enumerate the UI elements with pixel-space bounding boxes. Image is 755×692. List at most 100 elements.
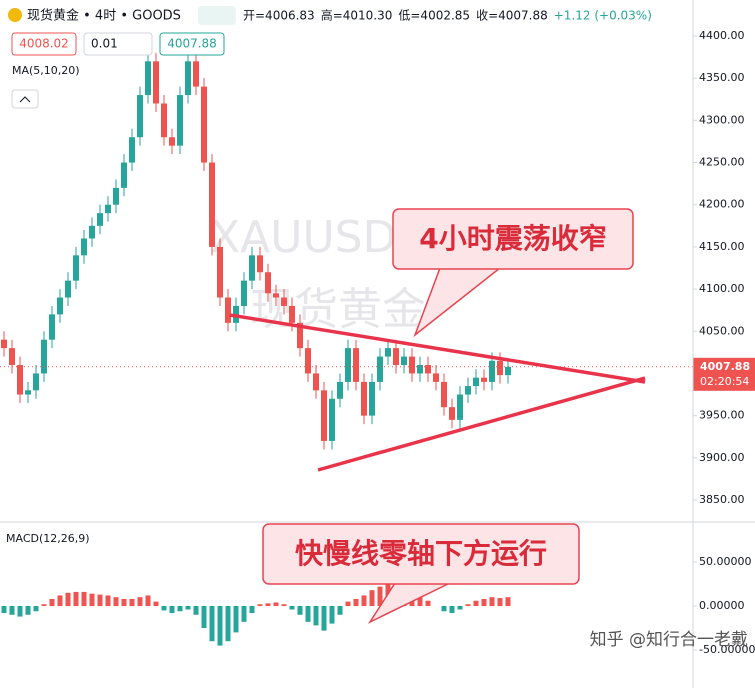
- macd-bar: [89, 593, 95, 606]
- candle-body: [33, 373, 39, 391]
- macd-bar: [57, 595, 63, 606]
- macd-bar: [193, 606, 199, 615]
- trendline: [317, 376, 646, 472]
- macd-bar: [465, 604, 471, 606]
- candle-body: [105, 204, 111, 214]
- candle-body: [249, 255, 255, 281]
- candle-body: [81, 238, 87, 256]
- candle-body: [297, 322, 303, 349]
- macd-bar: [217, 606, 223, 646]
- candle-body: [145, 61, 151, 96]
- symbol-icon: [8, 8, 22, 22]
- macd-bar: [169, 606, 175, 614]
- macd-bar: [185, 606, 191, 610]
- macd-bar: [161, 606, 167, 611]
- candle-body: [361, 381, 367, 416]
- macd-bar: [105, 595, 111, 606]
- candle-body: [449, 407, 455, 420]
- macd-bar: [273, 602, 279, 606]
- macd-bar: [265, 603, 271, 606]
- candle-body: [305, 348, 311, 374]
- credit: 知乎 @知行合一老戴: [590, 630, 748, 650]
- candle-body: [353, 348, 359, 382]
- macd-bar: [129, 598, 135, 606]
- last-price: 4007.88: [700, 360, 750, 373]
- callout: [262, 523, 580, 585]
- candle-body: [457, 394, 463, 420]
- candle-body: [369, 381, 375, 416]
- candle-body: [433, 373, 439, 382]
- y-tick-label: 4200.00: [699, 198, 745, 211]
- y-tick-label: 4100.00: [699, 282, 745, 295]
- ohlc-stat: 收=4007.88: [476, 9, 548, 23]
- macd-label: MACD(12,26,9): [6, 532, 90, 545]
- macd-bar: [449, 606, 455, 614]
- annotation: 4小时震荡收窄: [419, 222, 606, 255]
- macd-bar: [489, 597, 495, 606]
- toggle[interactable]: [198, 6, 236, 25]
- macd-bar: [313, 606, 319, 626]
- candle-body: [265, 272, 271, 294]
- macd-bar: [305, 606, 311, 622]
- candle-body: [257, 255, 263, 273]
- buy-box[interactable]: [159, 32, 225, 56]
- trendline: [229, 313, 646, 384]
- macd-bar: [353, 598, 359, 606]
- macd-bar: [145, 595, 151, 606]
- y-tick-label: 3950.00: [699, 409, 745, 422]
- y-tick-label: 4150.00: [699, 240, 745, 253]
- macd-bar: [281, 604, 287, 606]
- macd-bar: [41, 604, 47, 606]
- candle-body: [161, 103, 167, 138]
- candle-body: [89, 225, 95, 239]
- candle-body: [41, 339, 47, 374]
- candle-body: [49, 314, 55, 340]
- symbol: 现货黄金 • 4时 • GOODS: [27, 8, 181, 24]
- candle-body: [321, 390, 327, 441]
- macd-bar: [65, 592, 71, 606]
- candle-body: [417, 365, 423, 374]
- candle-body: [97, 213, 103, 226]
- candle-body: [377, 356, 383, 382]
- spread-box: [83, 32, 153, 56]
- candle-body: [1, 339, 7, 349]
- candle-body: [497, 360, 503, 376]
- candle-body: [241, 280, 247, 306]
- last-price-tag: [693, 357, 755, 391]
- y-tick-label: 4050.00: [699, 324, 745, 337]
- macd-bar: [497, 598, 503, 606]
- macd-bar: [225, 606, 231, 642]
- macd-bar: [17, 606, 23, 617]
- y-tick-label: -50.00000: [699, 643, 755, 656]
- macd-bar: [113, 597, 119, 606]
- macd-bar: [337, 606, 343, 615]
- candle-body: [225, 297, 231, 323]
- macd-bar: [425, 600, 431, 606]
- collapse-icon: [19, 96, 31, 103]
- macd-bar: [417, 597, 423, 606]
- candle-body: [57, 297, 63, 315]
- candle-body: [489, 360, 495, 382]
- candle-body: [385, 348, 391, 357]
- candle-body: [185, 61, 191, 96]
- candle-body: [73, 255, 79, 281]
- candle-body: [121, 162, 127, 188]
- callout: [392, 208, 634, 270]
- macd-bar: [209, 606, 215, 642]
- macd-bar: [297, 606, 303, 615]
- macd-bar: [49, 598, 55, 606]
- candle-body: [337, 381, 343, 399]
- buy-price: 4007.88: [167, 37, 217, 51]
- macd-bar: [33, 606, 39, 612]
- macd-bar: [177, 606, 183, 612]
- macd-bar: [377, 586, 383, 606]
- candle-body: [465, 386, 471, 395]
- sell-box[interactable]: [11, 32, 77, 56]
- macd-bar: [73, 591, 79, 606]
- macd-bar: [345, 601, 351, 606]
- candle-body: [273, 293, 279, 298]
- ohlc-stat: 开=4006.83: [243, 9, 315, 23]
- collapse-button[interactable]: [11, 89, 39, 109]
- y-tick-label: 0.00000: [699, 599, 745, 612]
